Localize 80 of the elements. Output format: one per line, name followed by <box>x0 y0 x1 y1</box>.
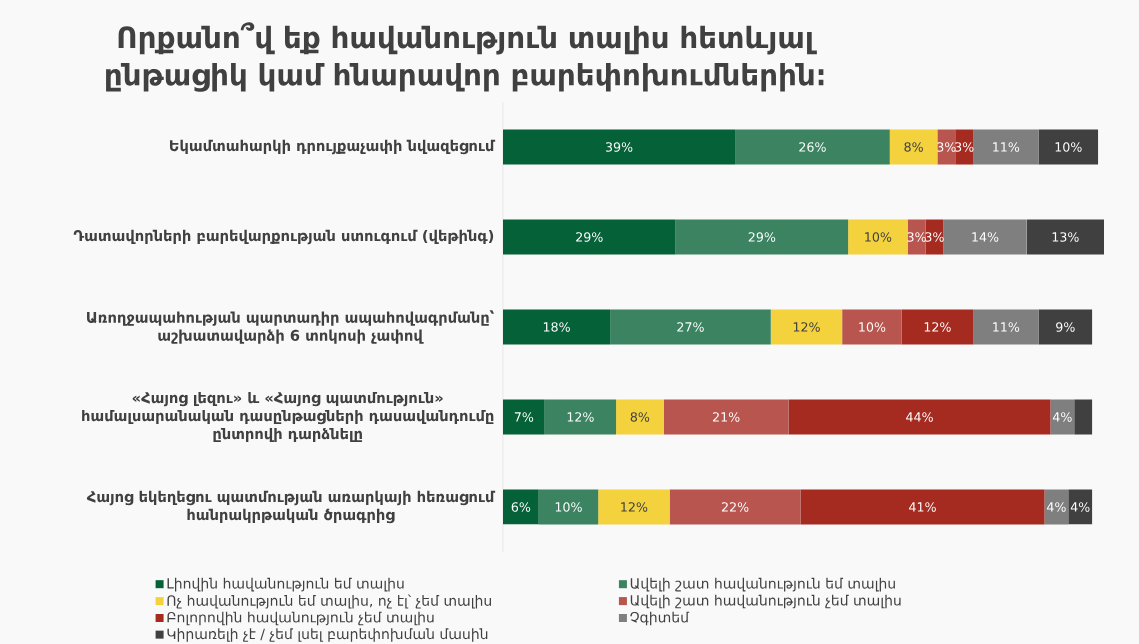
data-label: 13% <box>1052 232 1079 242</box>
bar <box>1074 399 1093 435</box>
data-label: 6% <box>511 502 531 512</box>
bar <box>735 129 890 165</box>
data-label: 8% <box>904 142 923 152</box>
bar <box>503 489 539 525</box>
bar <box>955 129 974 165</box>
data-label: 11% <box>993 142 1020 152</box>
data-label: 10% <box>1055 142 1082 152</box>
data-label: 11% <box>993 322 1020 332</box>
legend-label: Ոչ հավանություն եմ տալիս, ոչ էլ՝ չեմ տալիս <box>167 594 491 609</box>
data-label: 39% <box>605 142 633 152</box>
data-label: 29% <box>748 232 776 242</box>
bar <box>1026 219 1104 255</box>
y-tick-label: Հայոց եկեղեցու պատմության առարկայի հեռացում հանրակրթական ծրագրից <box>86 490 496 524</box>
bar <box>943 219 1027 255</box>
bar <box>675 219 849 255</box>
bar <box>1050 399 1075 435</box>
data-label: 12% <box>924 322 951 332</box>
bar <box>503 309 611 345</box>
bar <box>610 309 771 345</box>
data-label: 29% <box>576 232 603 242</box>
data-label: 27% <box>677 322 704 332</box>
data-label: 10% <box>865 232 892 242</box>
bar <box>925 219 944 255</box>
data-label: 22% <box>721 502 749 512</box>
bar <box>598 489 670 525</box>
legend-label: Կիրառելի չէ / չեմ լսել բարեփոխման մասին <box>167 628 488 642</box>
data-label: 7% <box>514 412 534 422</box>
bar <box>842 309 902 345</box>
chart-title: Որքանո՞վ եք հավանություն տալիս հետևյալ ընթացիկ կամ հնարավոր բարեփոխումներին։ <box>106 22 824 92</box>
bar <box>503 399 545 435</box>
bar <box>848 219 908 255</box>
legend-label: Լիովին հավանություն եմ տալիս <box>167 577 404 592</box>
legend-label: Չգիտեմ <box>630 611 690 626</box>
bar <box>901 309 974 345</box>
y-tick-label: Դատավորների բարեվարքության ստուգում (վեթինգ) <box>73 229 494 245</box>
bar <box>1068 489 1093 525</box>
data-label: 3% <box>925 232 944 242</box>
bar <box>937 129 956 165</box>
legend-label: Ավելի շատ հավանություն չեմ տալիս <box>630 594 901 609</box>
bar <box>663 399 789 435</box>
data-label: 4% <box>1046 502 1066 512</box>
bar <box>669 489 801 525</box>
bar <box>788 399 1051 435</box>
bar <box>538 489 599 525</box>
bar <box>770 309 843 345</box>
bar <box>1038 129 1099 165</box>
bar <box>973 309 1039 345</box>
data-label: 12% <box>621 502 648 512</box>
legend-label: Բոլորովին հավանություն չեմ տալիս <box>167 611 434 626</box>
legend-label: Ավելի շատ հավանություն եմ տալիս <box>630 577 895 592</box>
data-label: 21% <box>712 412 740 422</box>
data-label: 4% <box>1052 412 1072 422</box>
data-label: 14% <box>972 232 999 242</box>
data-label: 18% <box>543 322 570 332</box>
data-label: 12% <box>567 412 594 422</box>
bar <box>616 399 664 435</box>
y-tick-label: Եկամտահարկի դրույքաչափի նվազեցում <box>169 139 496 155</box>
bar <box>503 219 676 255</box>
bar <box>1044 489 1069 525</box>
data-label: 10% <box>859 322 886 332</box>
bar <box>800 489 1045 525</box>
data-label: 3% <box>937 142 956 152</box>
data-label: 9% <box>1056 322 1075 332</box>
data-label: 4% <box>1070 502 1090 512</box>
data-label: 10% <box>555 502 582 512</box>
data-label: 12% <box>793 322 820 332</box>
bar <box>503 129 736 165</box>
bar <box>544 399 617 435</box>
data-label: 8% <box>630 412 650 422</box>
data-label: 3% <box>955 142 974 152</box>
y-tick-label: «Հայոց լեզու» և «Հայոց պատմություն» համալսարանական դասընթացների դասավանդումը ընտրովի դարձնելը <box>82 391 494 443</box>
data-label: 26% <box>799 142 826 152</box>
bar <box>973 129 1039 165</box>
data-label: 41% <box>909 502 936 512</box>
data-label: 44% <box>906 412 933 422</box>
bar <box>889 129 938 165</box>
y-tick-label: Առողջապահության պարտադիր ապահովագրմանը՝ աշխատավարձի 6 տոկոսի չափով <box>87 310 494 344</box>
bar <box>1038 309 1093 345</box>
